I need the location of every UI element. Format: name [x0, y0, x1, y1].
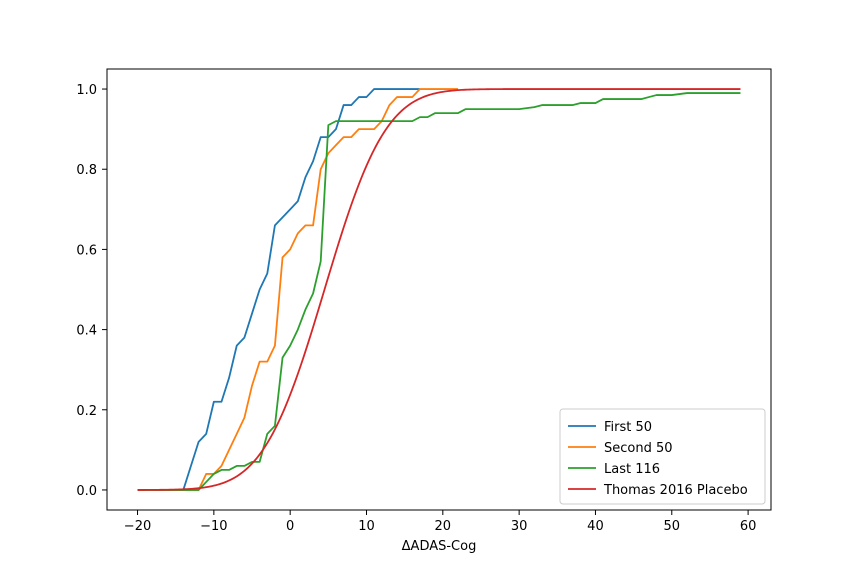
x-tick-label: −20 — [124, 519, 151, 534]
x-tick-label: 60 — [740, 519, 757, 534]
y-tick-label: 0.4 — [76, 324, 97, 339]
series-line-3 — [137, 88, 741, 491]
legend-entry: Thomas 2016 Placebo — [603, 483, 748, 498]
y-tick-label: 0.2 — [76, 404, 97, 419]
legend-box — [559, 408, 766, 505]
legend: First 50 Second 50 Last 116 Thomas 2016 Pla… — [559, 408, 766, 505]
x-tick-label: −10 — [200, 519, 227, 534]
x-tick-label: 50 — [664, 519, 681, 534]
tick-layer: −20 −10 0 10 20 30 40 50 60 0.0 0.2 0.4 0.6 0.8 1.0 — [76, 83, 756, 534]
y-tick-label: 0.6 — [76, 243, 97, 258]
legend-entry: Last 116 — [604, 462, 660, 477]
x-axis-label: ΔADAS-Cog — [402, 539, 477, 554]
x-tick-label: 20 — [435, 519, 452, 534]
y-tick-label: 0.8 — [76, 163, 97, 178]
legend-entry: Second 50 — [604, 441, 673, 456]
x-tick-label: 0 — [286, 519, 294, 534]
x-tick-label: 30 — [511, 519, 528, 534]
x-tick-label: 10 — [358, 519, 375, 534]
y-tick-label: 0.0 — [76, 484, 97, 499]
series-line-1 — [137, 88, 459, 491]
series-line-2 — [137, 92, 741, 491]
legend-entry: First 50 — [604, 420, 652, 435]
y-tick-label: 1.0 — [76, 83, 97, 98]
x-tick-label: 40 — [587, 519, 604, 534]
series-line-0 — [137, 88, 420, 491]
series-layer — [137, 88, 741, 491]
axes-frame — [106, 68, 772, 511]
